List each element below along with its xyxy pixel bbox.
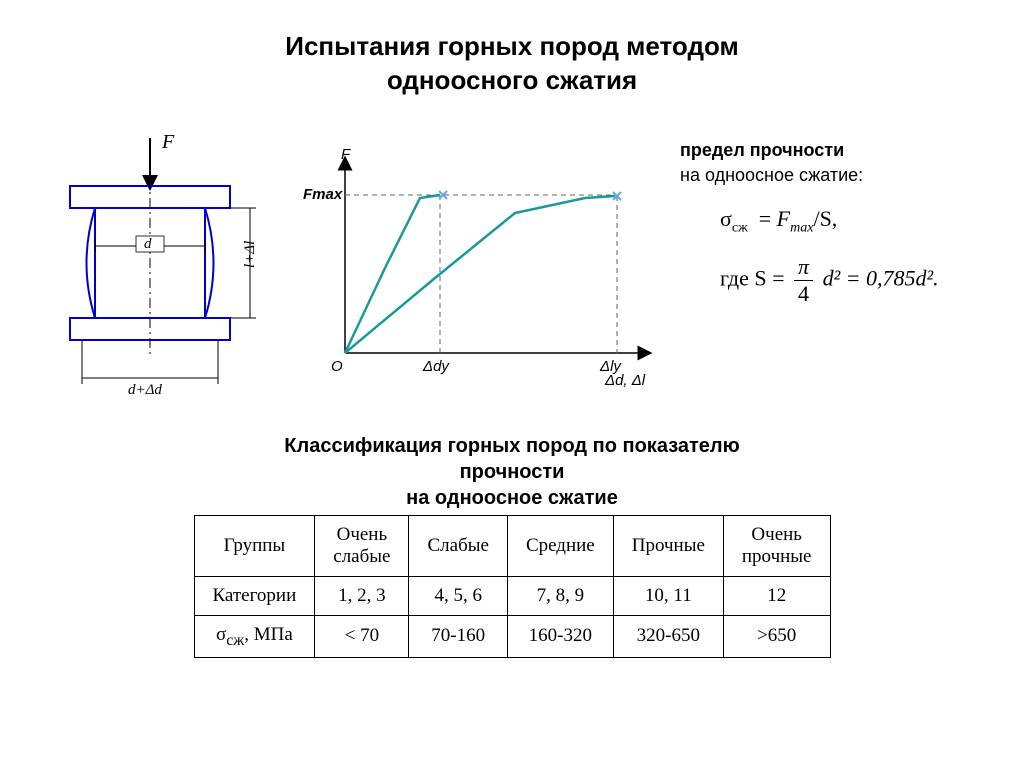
figure-row: Fdd+Δdl+Δl FFmaxOΔdyΔlyΔd, Δl предел про… bbox=[40, 128, 984, 413]
lead-bold: предел прочности bbox=[680, 140, 844, 160]
table-row: ГруппыОченьслабыеСлабыеСредниеПрочныеОче… bbox=[194, 515, 830, 576]
load-displacement-chart: FFmaxOΔdyΔlyΔd, Δl bbox=[300, 128, 660, 393]
svg-text:d: d bbox=[144, 236, 152, 252]
table-cell: 4, 5, 6 bbox=[409, 576, 507, 615]
table-row: σсж, МПа< 7070-160160-320320-650>650 bbox=[194, 615, 830, 658]
formula-area: где S = π 4 d² = 0,785d². bbox=[720, 254, 984, 307]
specimen-diagram: Fd d+Δd l+Δl bbox=[40, 128, 280, 413]
svg-text:Δdy: Δdy bbox=[422, 358, 450, 375]
table-cell: Прочные bbox=[613, 515, 723, 576]
table-cell: < 70 bbox=[315, 615, 409, 658]
table-cell: 7, 8, 9 bbox=[507, 576, 613, 615]
table-cell: Оченьслабые bbox=[315, 515, 409, 576]
table-cell: 160-320 bbox=[507, 615, 613, 658]
formula-panel: предел прочности на одноосное сжатие: σс… bbox=[680, 128, 984, 308]
table-title: Классификация горных пород по показателю… bbox=[40, 433, 984, 511]
table-cell: >650 bbox=[723, 615, 830, 658]
svg-text:d+Δd: d+Δd bbox=[128, 382, 162, 398]
table-cell: 1, 2, 3 bbox=[315, 576, 409, 615]
table-cell: 70-160 bbox=[409, 615, 507, 658]
svg-text:F: F bbox=[161, 131, 175, 153]
table-cell: Оченьпрочные bbox=[723, 515, 830, 576]
table-cell: Группы bbox=[194, 515, 315, 576]
svg-text:Fmax: Fmax bbox=[303, 186, 343, 203]
svg-text:F: F bbox=[341, 146, 351, 163]
table-cell: σсж, МПа bbox=[194, 615, 315, 658]
table-cell: 10, 11 bbox=[613, 576, 723, 615]
formula-sigma: σсж = Fmax/S, bbox=[720, 206, 984, 236]
table-cell: Слабые bbox=[409, 515, 507, 576]
table-cell: Средние bbox=[507, 515, 613, 576]
page-title: Испытания горных пород методомодноосного… bbox=[40, 30, 984, 98]
svg-text:Δd, Δl: Δd, Δl bbox=[604, 372, 646, 388]
classification-table: ГруппыОченьслабыеСлабыеСредниеПрочныеОче… bbox=[194, 515, 831, 659]
table-cell: Категории bbox=[194, 576, 315, 615]
svg-text:l+Δl: l+Δl bbox=[242, 240, 258, 267]
table-cell: 12 bbox=[723, 576, 830, 615]
svg-text:O: O bbox=[331, 358, 343, 375]
table-row: Категории1, 2, 34, 5, 67, 8, 910, 1112 bbox=[194, 576, 830, 615]
lead-rest: на одноосное сжатие: bbox=[680, 165, 863, 185]
table-cell: 320-650 bbox=[613, 615, 723, 658]
